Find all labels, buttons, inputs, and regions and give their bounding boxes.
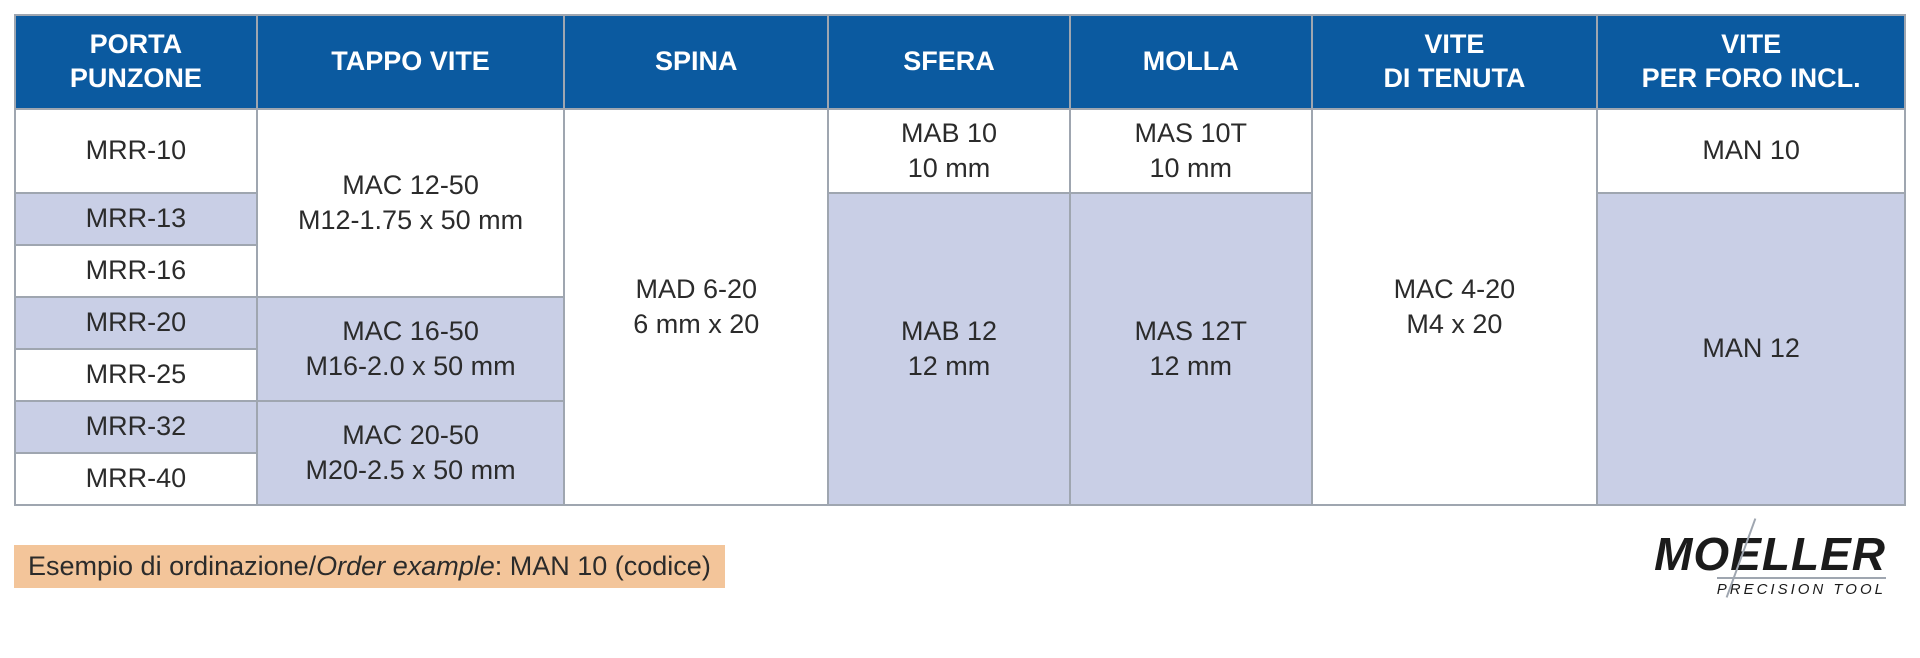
cell-line: MAC 12-50 [342,170,479,200]
cell-line: 12 mm [1149,351,1232,381]
cell-line: 6 mm x 20 [633,309,759,339]
cell-porta: MRR-20 [15,297,257,349]
cell-sfera: MAB 12 12 mm [828,193,1070,505]
table-row: MRR-10 MAC 12-50 M12-1.75 x 50 mm MAD 6-… [15,109,1905,193]
footer-row: Esempio di ordinazione/Order example: MA… [14,534,1906,599]
header-text: DI TENUTA [1383,63,1525,93]
brand-logo: MOELLER PRECISION TOOL [1654,534,1906,599]
header-text: VITE [1721,29,1781,59]
brand-tagline: PRECISION TOOL [1717,577,1886,598]
cell-molla: MAS 12T 12 mm [1070,193,1312,505]
cell-foro: MAN 12 [1597,193,1905,505]
spec-table: PORTA PUNZONE TAPPO VITE SPINA SFERA MOL… [14,14,1906,506]
col-header-tappo: TAPPO VITE [257,15,565,109]
cell-line: MAC 16-50 [342,316,479,346]
cell-line: M4 x 20 [1406,309,1502,339]
order-example-box: Esempio di ordinazione/Order example: MA… [14,545,725,588]
col-header-molla: MOLLA [1070,15,1312,109]
cell-tenuta: MAC 4-20 M4 x 20 [1312,109,1598,505]
cell-porta: MRR-32 [15,401,257,453]
cell-line: 12 mm [908,351,991,381]
cell-line: MAC 20-50 [342,420,479,450]
cell-line: MAB 10 [901,118,997,148]
col-header-porta: PORTA PUNZONE [15,15,257,109]
cell-sfera: MAB 10 10 mm [828,109,1070,193]
col-header-foro: VITE PER FORO INCL. [1597,15,1905,109]
cell-porta: MRR-25 [15,349,257,401]
header-text: PER FORO INCL. [1642,63,1861,93]
cell-line: MAS 12T [1134,316,1247,346]
col-header-spina: SPINA [564,15,828,109]
cell-line: M16-2.0 x 50 mm [306,351,516,381]
cell-porta: MRR-10 [15,109,257,193]
cell-line: MAD 6-20 [635,274,757,304]
cell-line: 10 mm [1149,153,1232,183]
cell-tappo: MAC 20-50 M20-2.5 x 50 mm [257,401,565,505]
cell-line: M12-1.75 x 50 mm [298,205,523,235]
cell-spina: MAD 6-20 6 mm x 20 [564,109,828,505]
header-text: PORTA [90,29,183,59]
brand-name: MOELLER [1654,534,1886,575]
cell-molla: MAS 10T 10 mm [1070,109,1312,193]
example-suffix: : MAN 10 (codice) [495,551,711,581]
cell-line: M20-2.5 x 50 mm [306,455,516,485]
cell-porta: MRR-16 [15,245,257,297]
table-body: MRR-10 MAC 12-50 M12-1.75 x 50 mm MAD 6-… [15,109,1905,505]
cell-line: MAS 10T [1134,118,1247,148]
header-text: PUNZONE [70,63,202,93]
col-header-tenuta: VITE DI TENUTA [1312,15,1598,109]
cell-porta: MRR-40 [15,453,257,505]
example-italic: Order example [316,551,495,581]
cell-tappo: MAC 16-50 M16-2.0 x 50 mm [257,297,565,401]
col-header-sfera: SFERA [828,15,1070,109]
cell-foro: MAN 10 [1597,109,1905,193]
cell-porta: MRR-13 [15,193,257,245]
header-text: VITE [1424,29,1484,59]
cell-line: MAC 4-20 [1394,274,1516,304]
cell-line: 10 mm [908,153,991,183]
cell-tappo: MAC 12-50 M12-1.75 x 50 mm [257,109,565,297]
cell-line: MAB 12 [901,316,997,346]
page-wrap: PORTA PUNZONE TAPPO VITE SPINA SFERA MOL… [14,14,1906,599]
example-prefix: Esempio di ordinazione/ [28,551,316,581]
table-header: PORTA PUNZONE TAPPO VITE SPINA SFERA MOL… [15,15,1905,109]
